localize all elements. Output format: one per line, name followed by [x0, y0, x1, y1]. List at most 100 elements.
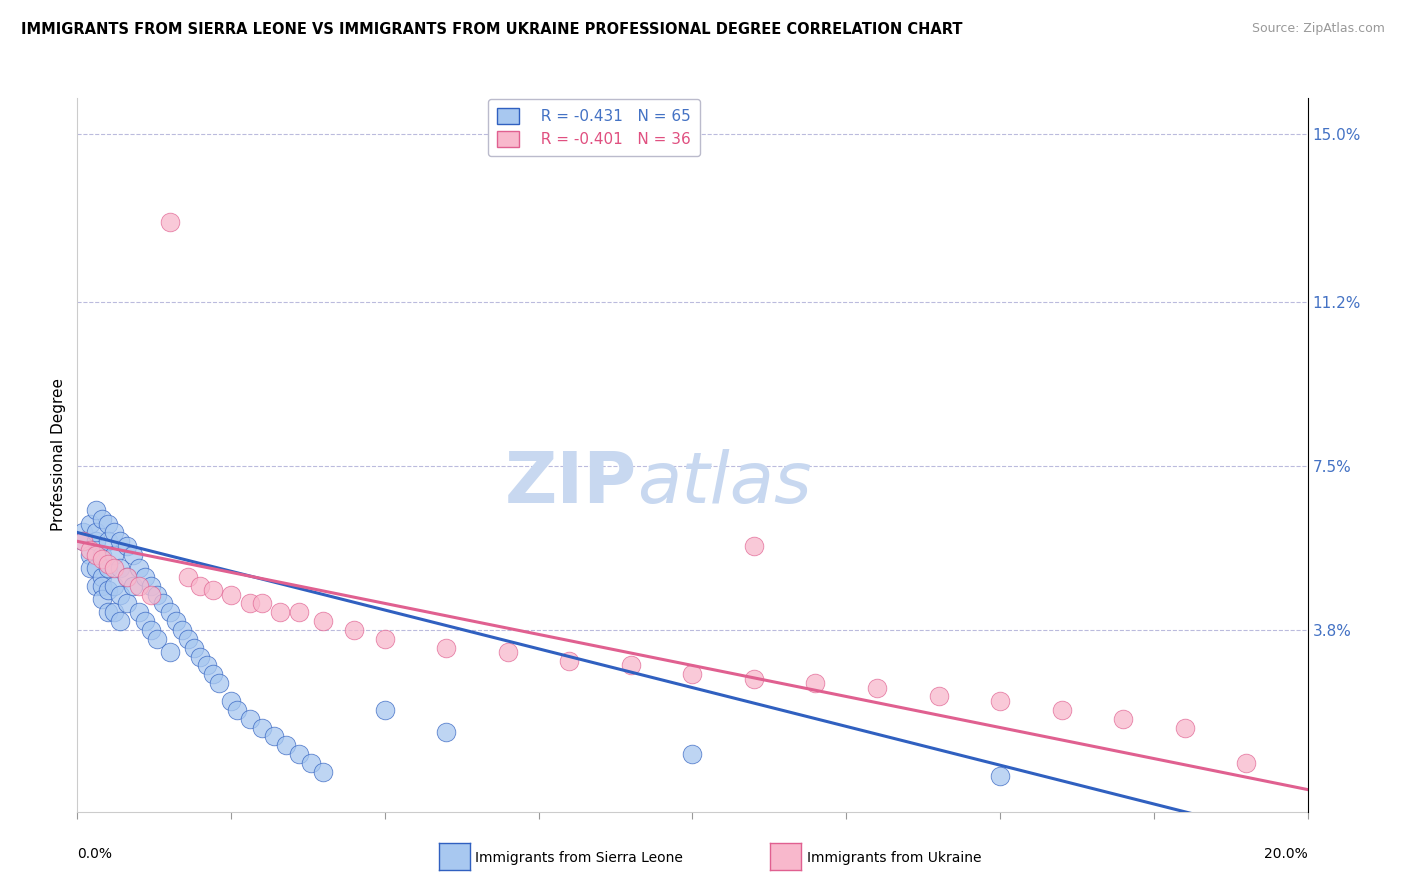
Y-axis label: Professional Degree: Professional Degree	[51, 378, 66, 532]
Point	[374, 632, 396, 646]
Point	[177, 632, 200, 646]
Point	[79, 561, 101, 575]
Point	[496, 645, 519, 659]
Point	[201, 667, 224, 681]
Point	[312, 614, 335, 628]
Point	[134, 614, 156, 628]
Point	[103, 561, 125, 575]
Point	[103, 605, 125, 619]
Text: 20.0%: 20.0%	[1264, 847, 1308, 861]
Point	[269, 605, 291, 619]
Point	[115, 539, 138, 553]
Point	[84, 534, 107, 549]
Point	[742, 672, 765, 686]
Point	[239, 596, 262, 610]
Point	[141, 579, 163, 593]
Point	[115, 570, 138, 584]
Point	[742, 539, 765, 553]
Point	[128, 561, 150, 575]
Point	[146, 632, 169, 646]
Point	[188, 579, 212, 593]
Point	[343, 623, 366, 637]
Point	[110, 614, 132, 628]
Point	[682, 747, 704, 761]
Point	[90, 591, 114, 606]
Point	[250, 596, 273, 610]
Text: ZIP: ZIP	[505, 449, 637, 518]
Point	[84, 548, 107, 562]
Point	[620, 658, 643, 673]
Point	[90, 579, 114, 593]
Point	[866, 681, 889, 695]
Legend:   R = -0.431   N = 65,   R = -0.401   N = 36: R = -0.431 N = 65, R = -0.401 N = 36	[488, 99, 700, 156]
Point	[128, 579, 150, 593]
Point	[682, 667, 704, 681]
Point	[239, 712, 262, 726]
Point	[97, 561, 120, 575]
Point	[128, 605, 150, 619]
Point	[226, 703, 249, 717]
Point	[97, 534, 120, 549]
Point	[436, 640, 458, 655]
Point	[263, 730, 285, 744]
Point	[97, 605, 120, 619]
Point	[299, 756, 322, 770]
Text: IMMIGRANTS FROM SIERRA LEONE VS IMMIGRANTS FROM UKRAINE PROFESSIONAL DEGREE CORR: IMMIGRANTS FROM SIERRA LEONE VS IMMIGRAN…	[21, 22, 963, 37]
Point	[988, 769, 1011, 783]
Point	[141, 588, 163, 602]
Point	[97, 516, 120, 531]
Point	[159, 605, 181, 619]
Point	[219, 588, 242, 602]
Point	[103, 579, 125, 593]
Point	[988, 694, 1011, 708]
Point	[72, 534, 94, 549]
Point	[250, 721, 273, 735]
Point	[72, 534, 94, 549]
Text: atlas: atlas	[637, 449, 811, 518]
Point	[1234, 756, 1257, 770]
Point	[436, 725, 458, 739]
Point	[110, 534, 132, 549]
Point	[558, 654, 581, 668]
Point	[177, 570, 200, 584]
Point	[146, 588, 169, 602]
Point	[72, 525, 94, 540]
Point	[1174, 721, 1197, 735]
Point	[90, 512, 114, 526]
Point	[134, 570, 156, 584]
Point	[79, 548, 101, 562]
Point	[79, 516, 101, 531]
Point	[152, 596, 174, 610]
Point	[84, 503, 107, 517]
Point	[195, 658, 218, 673]
Point	[110, 561, 132, 575]
Text: Immigrants from Sierra Leone: Immigrants from Sierra Leone	[475, 851, 683, 865]
Point	[804, 676, 827, 690]
Point	[90, 548, 114, 562]
Point	[84, 579, 107, 593]
Text: Source: ZipAtlas.com: Source: ZipAtlas.com	[1251, 22, 1385, 36]
Point	[159, 215, 181, 229]
Point	[79, 543, 101, 558]
Point	[208, 676, 231, 690]
Point	[97, 557, 120, 571]
Point	[219, 694, 242, 708]
Point	[288, 747, 311, 761]
Point	[84, 525, 107, 540]
Point	[159, 645, 181, 659]
Point	[84, 561, 107, 575]
Point	[103, 525, 125, 540]
Point	[97, 583, 120, 598]
Point	[103, 548, 125, 562]
Point	[90, 570, 114, 584]
Point	[121, 548, 143, 562]
Point	[115, 570, 138, 584]
Point	[1112, 712, 1135, 726]
Point	[928, 690, 950, 704]
Text: 0.0%: 0.0%	[77, 847, 112, 861]
Point	[374, 703, 396, 717]
Point	[141, 623, 163, 637]
Point	[90, 552, 114, 566]
Point	[115, 596, 138, 610]
Text: Immigrants from Ukraine: Immigrants from Ukraine	[807, 851, 981, 865]
